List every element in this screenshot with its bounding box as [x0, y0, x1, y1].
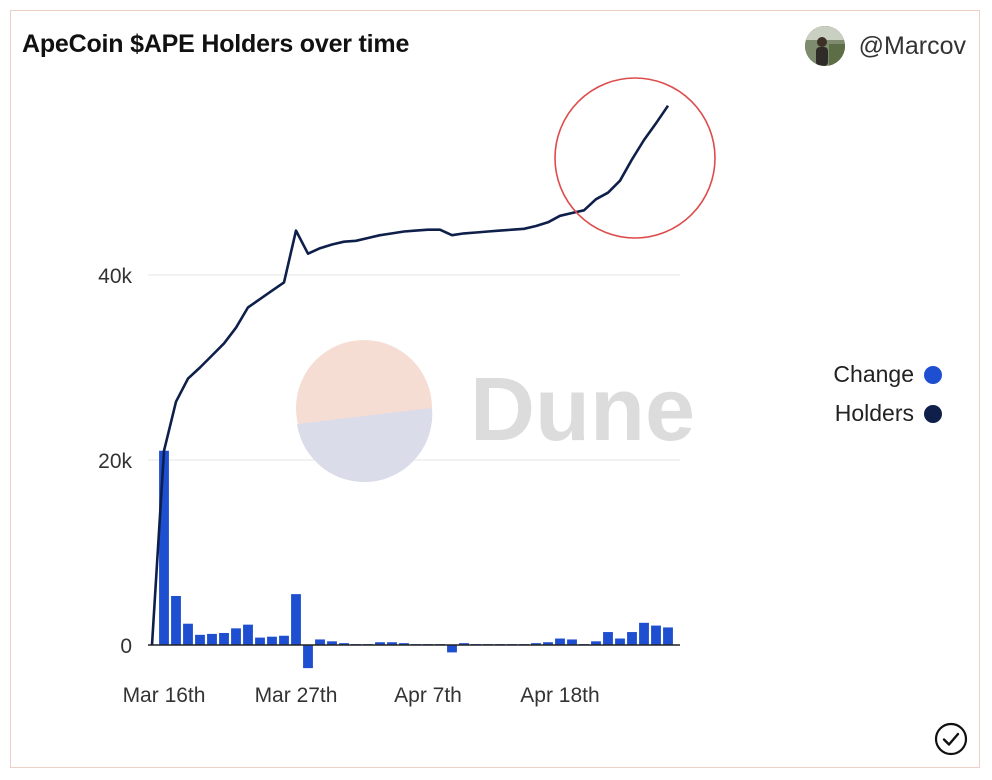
x-tick-label: Mar 27th — [255, 684, 338, 707]
legend-label-holders: Holders — [834, 400, 914, 426]
change-bar[interactable] — [651, 625, 661, 645]
change-bar[interactable] — [171, 595, 181, 645]
change-bar[interactable] — [603, 632, 613, 645]
watermark-text: Dune — [470, 360, 695, 460]
change-bar[interactable] — [207, 633, 217, 645]
author-badge[interactable]: @Marcov — [804, 26, 966, 66]
author-handle[interactable]: @Marcov — [858, 31, 966, 60]
holders-line — [150, 104, 670, 646]
change-bar[interactable] — [327, 641, 337, 645]
legend-label-change: Change — [833, 361, 914, 387]
change-bar[interactable] — [387, 642, 397, 645]
avatar[interactable] — [804, 26, 845, 66]
change-bar[interactable] — [315, 639, 325, 645]
change-bar[interactable] — [531, 643, 541, 645]
change-bar[interactable] — [567, 639, 577, 645]
legend-dot-holders — [924, 404, 942, 423]
change-bar[interactable] — [591, 641, 601, 645]
x-tick-label: Mar 16th — [123, 684, 206, 707]
annotation-circle — [554, 77, 716, 239]
change-bar[interactable] — [663, 627, 673, 645]
change-bar[interactable] — [255, 637, 265, 645]
chart-title: ApeCoin $APE Holders over time — [22, 30, 410, 58]
check-circle-icon[interactable] — [934, 722, 968, 756]
change-bar[interactable] — [267, 636, 277, 645]
change-bar[interactable] — [159, 450, 169, 645]
change-bar[interactable] — [399, 643, 409, 645]
change-bar[interactable] — [243, 624, 253, 645]
change-bar[interactable] — [231, 628, 241, 645]
change-bar[interactable] — [459, 643, 469, 645]
change-bar[interactable] — [219, 632, 229, 645]
y-tick-label: 20k — [98, 450, 132, 473]
y-tick-label: 0 — [120, 635, 132, 658]
x-axis-ticks: Mar 16th Mar 27th Apr 7th Apr 18th — [123, 684, 600, 707]
legend-item-change[interactable]: Change — [833, 355, 942, 394]
x-tick-label: Apr 18th — [520, 684, 599, 707]
x-tick-label: Apr 7th — [394, 684, 462, 707]
change-bar[interactable] — [291, 594, 301, 645]
dune-watermark: Dune — [296, 340, 695, 483]
legend-dot-change — [924, 365, 942, 384]
change-bar[interactable] — [195, 634, 205, 645]
change-bar[interactable] — [639, 622, 649, 645]
avatar-image — [804, 26, 845, 66]
change-bar[interactable] — [375, 642, 385, 645]
legend: Change Holders — [833, 355, 942, 433]
change-bar[interactable] — [615, 638, 625, 645]
y-axis-ticks: 0 20k 40k — [98, 265, 132, 658]
change-bar[interactable] — [303, 645, 313, 669]
dune-logo-lower-icon — [297, 408, 433, 483]
change-bar[interactable] — [339, 643, 349, 645]
y-tick-label: 40k — [98, 265, 132, 288]
change-bar[interactable] — [543, 642, 553, 645]
change-bar[interactable] — [279, 635, 289, 645]
change-bars — [159, 450, 673, 669]
change-bar[interactable] — [627, 632, 637, 645]
change-bar[interactable] — [555, 638, 565, 645]
holders-series-line[interactable] — [150, 104, 670, 646]
change-bar[interactable] — [183, 623, 193, 645]
change-bar[interactable] — [447, 645, 457, 653]
legend-item-holders[interactable]: Holders — [833, 394, 942, 433]
